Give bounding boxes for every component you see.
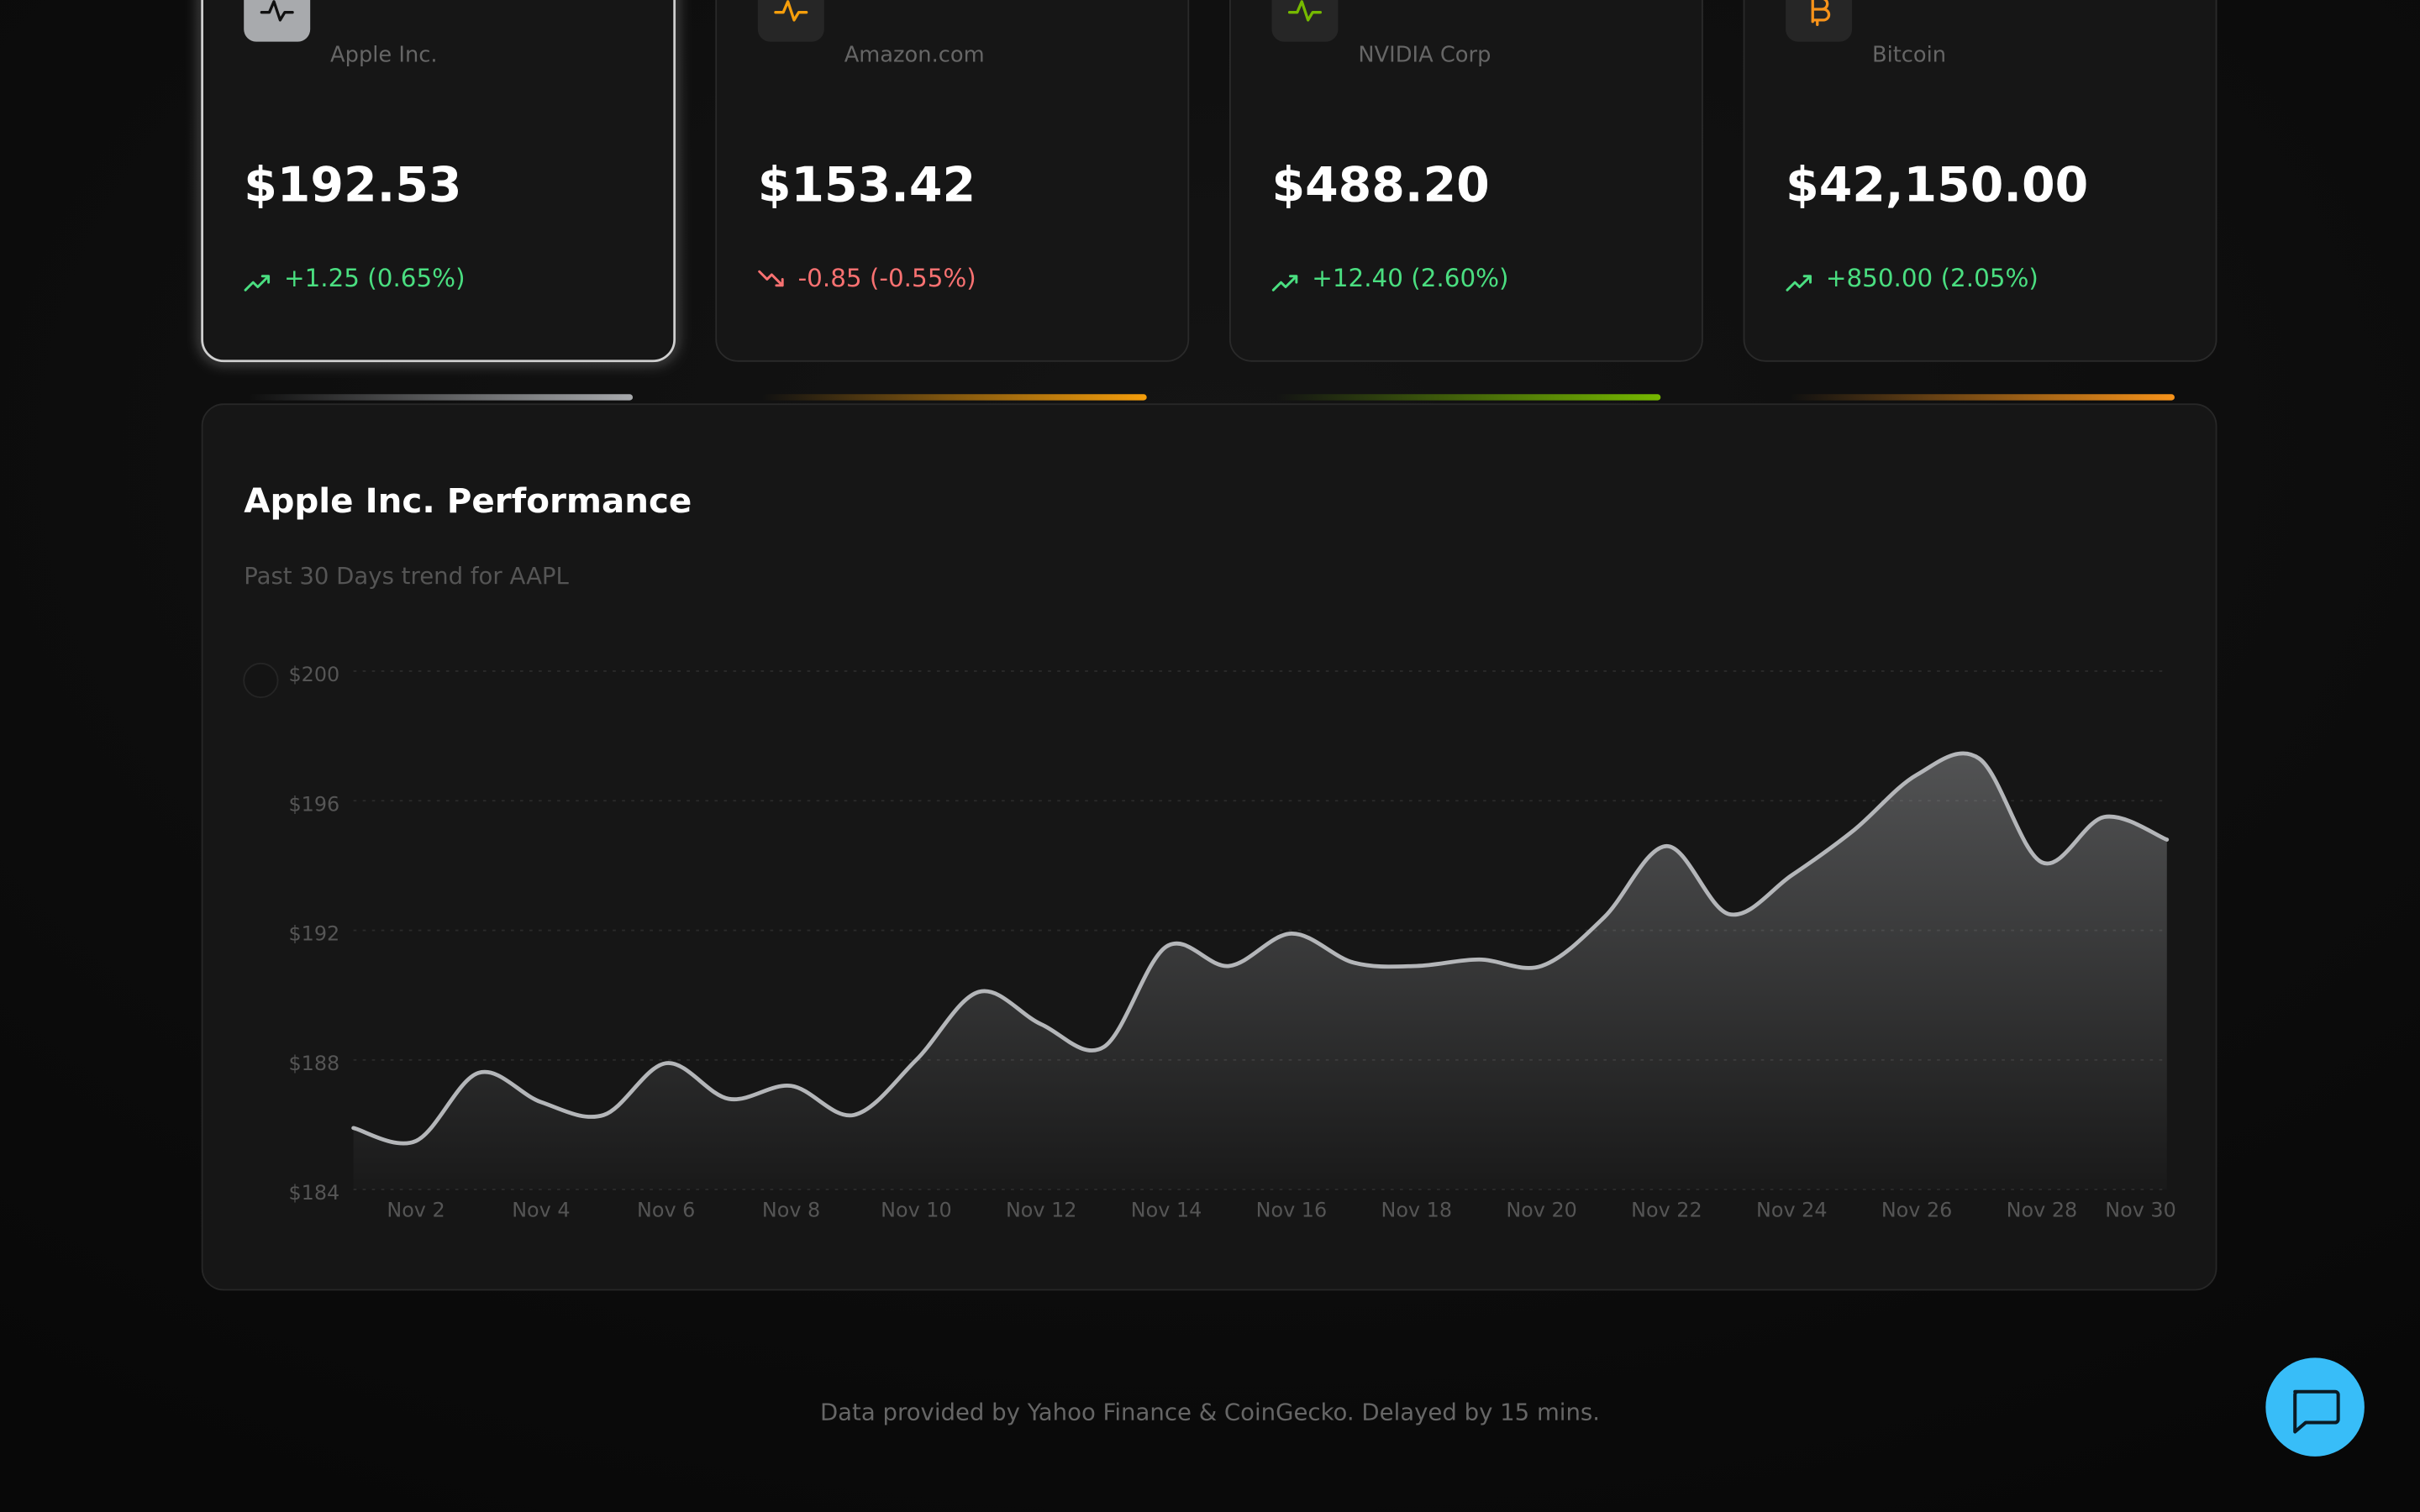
x-tick-label: Nov 6	[637, 1198, 695, 1221]
card-name: Bitcoin	[1872, 43, 1946, 68]
stock-card[interactable]: Apple Inc. $192.53 +1.25 (0.65%)	[198, 0, 678, 401]
footer: Data provided by Yahoo Finance & CoinGec…	[820, 1399, 1600, 1425]
card-icon-bg	[244, 0, 311, 42]
card-underline	[1276, 394, 1661, 401]
card-icon	[774, 0, 808, 22]
chat-button[interactable]	[2265, 1357, 2365, 1457]
trend-icon	[244, 275, 271, 291]
x-tick-label: Nov 16	[1256, 1198, 1328, 1221]
y-tick-label: $200	[288, 663, 339, 686]
x-tick-label: Nov 4	[512, 1198, 570, 1221]
card-change: +850.00 (2.05%)	[1826, 264, 2039, 292]
card-bg[interactable]	[1228, 0, 1703, 362]
chart-toggle[interactable]	[243, 662, 279, 699]
card-name: NVIDIA Corp	[1358, 43, 1491, 68]
line	[351, 751, 2170, 1146]
card-underline	[248, 394, 634, 401]
card-underline	[1790, 394, 2175, 401]
card-icon	[260, 0, 294, 22]
trend-icon	[1271, 275, 1298, 291]
chart-title: Apple Inc. Performance	[244, 480, 692, 521]
card-change: +12.40 (2.60%)	[1312, 264, 1508, 292]
trend-icon	[1786, 275, 1812, 291]
card-name: Apple Inc.	[330, 43, 438, 68]
card-name: Amazon.com	[844, 43, 985, 68]
chart-subtitle: Past 30 Days trend for AAPL	[244, 563, 569, 590]
x-tick-label: Nov 30	[2105, 1198, 2176, 1221]
stock-card[interactable]: NVIDIA Corp $488.20 +12.40 (2.60%)	[1228, 0, 1703, 401]
chat-button-bg[interactable]	[2265, 1357, 2365, 1457]
card-price: $153.42	[758, 158, 976, 213]
x-tick-label: Nov 14	[1131, 1198, 1202, 1221]
card-icon	[1287, 0, 1322, 22]
y-tick-label: $188	[288, 1052, 339, 1075]
plot: $184 $188 $192 $196 $200 Nov 2 Nov 4 Nov 6 Nov 8…	[288, 663, 2175, 1221]
trend-icon	[758, 270, 784, 287]
x-tick-label: Nov 2	[387, 1198, 445, 1221]
card-icon	[1811, 0, 1831, 27]
card-change: -0.85 (-0.55%)	[798, 264, 976, 292]
card-price: $42,150.00	[1786, 158, 2088, 213]
card-price: $488.20	[1271, 158, 1489, 213]
y-tick-label: $196	[288, 792, 339, 816]
x-tick-label: Nov 20	[1506, 1198, 1577, 1221]
y-tick-label: $184	[288, 1181, 339, 1205]
x-tick-label: Nov 24	[1756, 1198, 1828, 1221]
card-icon-bg	[757, 0, 824, 42]
x-tick-label: Nov 26	[1881, 1198, 1953, 1221]
card-icon-bg	[1271, 0, 1339, 42]
cards: Apple Inc. $192.53 +1.25 (0.65%) Amazon.com…	[198, 0, 2217, 401]
card-bg[interactable]	[1743, 0, 2217, 362]
card-price: $192.53	[244, 158, 461, 213]
y-tick-label: $192	[288, 922, 339, 946]
stock-card[interactable]: Amazon.com $153.42 -0.85 (-0.55%)	[715, 0, 1190, 401]
x-tick-label: Nov 10	[881, 1198, 952, 1221]
chat-icon	[2293, 1389, 2340, 1434]
x-tick-label: Nov 18	[1381, 1198, 1452, 1221]
x-tick-label: Nov 8	[762, 1198, 820, 1221]
area	[353, 753, 2167, 1190]
card-change: +1.25 (0.65%)	[284, 264, 466, 292]
stock-card[interactable]: Bitcoin $42,150.00 +850.00 (2.05%)	[1743, 0, 2217, 401]
x-tick-label: Nov 22	[1631, 1198, 1702, 1221]
x-tick-label: Nov 28	[2007, 1198, 2078, 1221]
card-underline	[762, 394, 1147, 401]
x-tick-label: Nov 12	[1006, 1198, 1077, 1221]
card-bg[interactable]	[715, 0, 1190, 362]
card-bg[interactable]	[201, 0, 676, 363]
